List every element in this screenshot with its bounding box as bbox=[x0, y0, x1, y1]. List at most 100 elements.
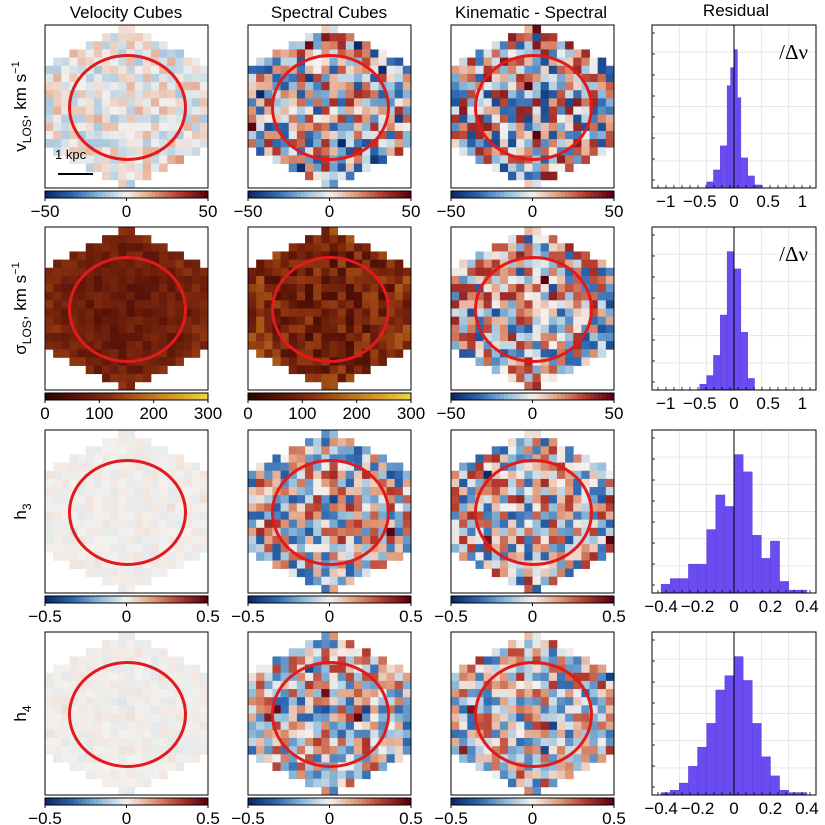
colorbar-segment bbox=[175, 596, 180, 603]
map-pixel bbox=[467, 82, 476, 91]
map-pixel bbox=[102, 568, 111, 578]
map-pixel bbox=[491, 544, 501, 553]
map-pixel bbox=[508, 251, 517, 260]
map-pixel bbox=[199, 470, 209, 480]
colorbar-segment bbox=[402, 191, 408, 198]
map-pixel bbox=[508, 656, 517, 665]
map-pixel bbox=[337, 130, 347, 140]
histogram-bar bbox=[697, 747, 707, 796]
map-pixel bbox=[126, 235, 136, 244]
map-pixel bbox=[524, 292, 533, 301]
map-pixel bbox=[467, 65, 476, 75]
colorbar-segment bbox=[171, 798, 176, 805]
colorbar-segment bbox=[593, 393, 599, 400]
map-pixel bbox=[288, 495, 298, 504]
map-pixel bbox=[256, 275, 265, 285]
map-pixel bbox=[77, 462, 87, 472]
map-pixel bbox=[150, 349, 160, 358]
map-pixel bbox=[110, 259, 119, 269]
map-pixel bbox=[85, 544, 95, 553]
map-pixel bbox=[126, 778, 136, 788]
map-pixel bbox=[467, 267, 476, 277]
map-pixel bbox=[483, 155, 493, 164]
map-pixel bbox=[321, 49, 330, 58]
map-pixel bbox=[53, 73, 62, 83]
map-pixel bbox=[508, 122, 517, 132]
map-pixel bbox=[475, 470, 484, 480]
colorbar-segment bbox=[102, 798, 107, 805]
map-pixel bbox=[329, 713, 339, 723]
map-pixel bbox=[321, 324, 330, 334]
map-pixel bbox=[337, 365, 347, 375]
map-pixel bbox=[150, 705, 160, 714]
map-pixel bbox=[573, 729, 582, 739]
map-pixel bbox=[540, 495, 550, 504]
map-pixel bbox=[475, 560, 484, 569]
map-pixel bbox=[142, 640, 152, 649]
map-pixel bbox=[85, 139, 95, 148]
histogram-frame bbox=[651, 24, 817, 189]
row-label-sub: 3 bbox=[20, 503, 34, 510]
map-pixel bbox=[85, 721, 95, 731]
map-pixel bbox=[69, 332, 78, 342]
map-pixel bbox=[280, 689, 290, 698]
map-pixel bbox=[321, 478, 330, 488]
map-pixel bbox=[280, 713, 290, 723]
map-pixel bbox=[370, 664, 379, 674]
map-pixel bbox=[524, 737, 533, 747]
map-pixel bbox=[459, 82, 468, 91]
histogram-tick-label: −0.2 bbox=[681, 597, 715, 616]
map-pixel bbox=[499, 697, 509, 706]
map-pixel bbox=[581, 349, 590, 358]
map-pixel bbox=[589, 267, 599, 277]
map-pixel bbox=[313, 106, 322, 116]
map-pixel bbox=[581, 267, 590, 277]
colorbar-segment bbox=[390, 596, 396, 603]
map-pixel bbox=[467, 324, 476, 334]
map-pixel bbox=[329, 324, 339, 334]
map-pixel bbox=[93, 568, 103, 578]
map-pixel bbox=[313, 648, 322, 657]
colorbar-segment bbox=[325, 191, 330, 198]
map-pixel bbox=[256, 462, 265, 472]
colorbar-segment bbox=[589, 191, 595, 198]
map-pixel bbox=[93, 82, 103, 91]
map-pixel bbox=[110, 470, 119, 480]
map-pixel bbox=[313, 373, 322, 383]
map-pixel bbox=[272, 259, 281, 269]
map-pixel bbox=[475, 349, 484, 358]
map-pixel bbox=[183, 114, 193, 124]
colorbar-segment bbox=[585, 798, 590, 805]
map-pixel bbox=[321, 41, 330, 50]
map-pixel bbox=[53, 737, 62, 747]
colorbar-segment bbox=[536, 191, 542, 198]
map-pixel bbox=[532, 689, 542, 698]
map-pixel bbox=[516, 324, 525, 334]
map-pixel bbox=[451, 130, 460, 140]
colorbar-segment bbox=[179, 393, 184, 400]
map-pixel bbox=[167, 487, 176, 496]
map-pixel bbox=[248, 713, 257, 723]
map-pixel bbox=[134, 478, 144, 488]
map-pixel bbox=[345, 527, 355, 537]
colorbar-segment bbox=[463, 596, 468, 603]
map-pixel bbox=[565, 324, 574, 334]
map-pixel bbox=[288, 130, 298, 140]
map-pixel bbox=[110, 770, 119, 780]
colorbar-segment bbox=[134, 798, 140, 805]
map-pixel bbox=[321, 689, 330, 698]
map-pixel bbox=[248, 511, 257, 521]
map-pixel bbox=[191, 527, 201, 537]
map-pixel bbox=[183, 478, 193, 488]
map-pixel bbox=[597, 478, 607, 488]
map-pixel bbox=[85, 57, 95, 67]
map-pixel bbox=[53, 519, 62, 529]
map-pixel bbox=[305, 737, 314, 747]
map-pixel bbox=[378, 251, 387, 260]
histogram-bar bbox=[706, 181, 714, 189]
map-pixel bbox=[175, 552, 184, 561]
map-pixel bbox=[102, 721, 111, 731]
map-pixel bbox=[329, 656, 339, 665]
map-pixel bbox=[378, 106, 387, 116]
map-pixel bbox=[508, 163, 517, 173]
